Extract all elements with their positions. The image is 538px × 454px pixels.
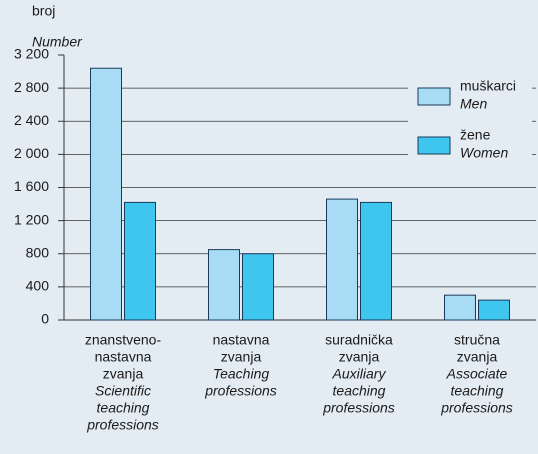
x-tick-label: stručna <box>454 332 500 348</box>
bar <box>90 67 122 321</box>
y-tick-label: 1 200 <box>14 211 49 227</box>
y-label: broj <box>32 3 55 19</box>
x-tick-label: suradnička <box>325 332 393 348</box>
y-tick-label: 400 <box>26 278 50 294</box>
bar <box>444 294 476 321</box>
x-tick-label: nastavna <box>95 349 152 365</box>
bar <box>478 299 510 321</box>
y-tick-label: 2 400 <box>14 112 49 128</box>
x-tick-label: zvanja <box>103 366 144 382</box>
bar <box>208 249 240 321</box>
y-tick-label: 2 000 <box>14 145 49 161</box>
y-tick-label: 3 200 <box>14 46 49 62</box>
bar <box>124 201 156 321</box>
x-tick-label: zvanja <box>457 349 498 365</box>
x-tick-label: znanstveno- <box>85 332 162 348</box>
legend-label: žene <box>460 127 491 143</box>
bar <box>360 201 392 321</box>
x-tick-label-en: Auxiliary <box>332 366 387 382</box>
y-tick-label: 800 <box>26 244 50 260</box>
x-tick-label-en: professions <box>322 400 395 416</box>
x-tick-label-en: Teaching <box>213 366 270 382</box>
x-tick-label: zvanja <box>339 349 380 365</box>
y-label-en: Number <box>32 34 83 50</box>
x-tick-label-en: teaching <box>451 383 504 399</box>
x-tick-label-en: professions <box>86 417 159 433</box>
legend-swatch <box>417 136 451 155</box>
x-tick-label-en: Associate <box>446 366 508 382</box>
y-tick-label: 0 <box>41 311 49 327</box>
x-tick-label-en: teaching <box>333 383 386 399</box>
x-tick-label-en: professions <box>440 400 513 416</box>
x-tick-label-en: teaching <box>97 400 150 416</box>
x-tick-label-en: professions <box>204 383 277 399</box>
x-tick-label: zvanja <box>221 349 262 365</box>
legend-label-en: Men <box>460 96 487 112</box>
x-tick-label-en: Scientific <box>95 383 151 399</box>
legend-label-en: Women <box>460 145 508 161</box>
bar <box>326 198 358 321</box>
legend-label: muškarci <box>460 78 516 94</box>
x-tick-label: nastavna <box>213 332 270 348</box>
legend-swatch <box>417 87 451 106</box>
bar <box>242 253 274 321</box>
y-tick-label: 1 600 <box>14 178 49 194</box>
y-tick-label: 2 800 <box>14 79 49 95</box>
